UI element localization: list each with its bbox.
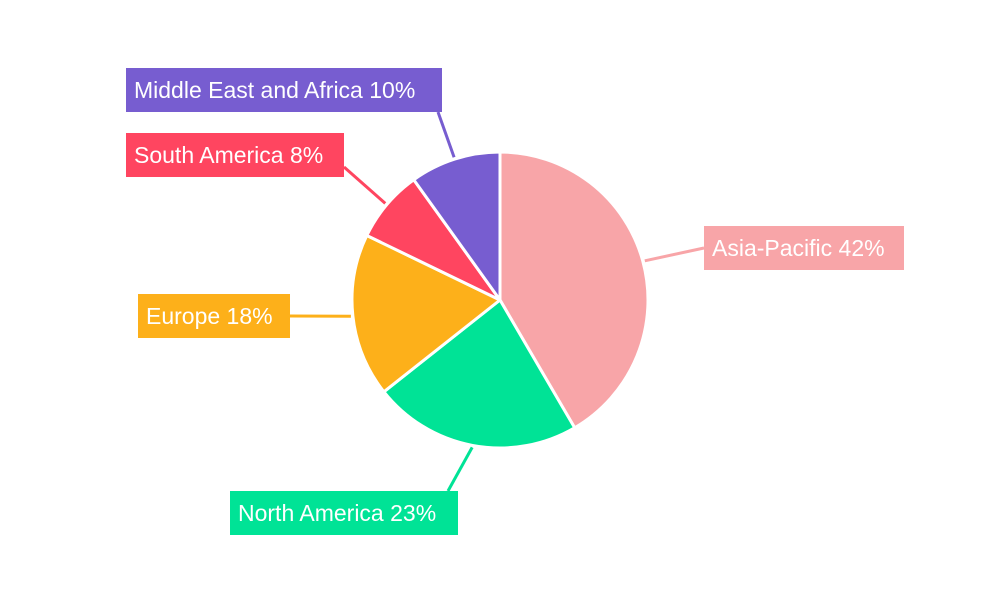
pie-slices xyxy=(350,150,650,450)
callout-box xyxy=(230,491,458,535)
callout-box xyxy=(138,294,290,338)
callout-line xyxy=(436,111,456,158)
slice-label: North America 23% xyxy=(238,500,436,526)
pie-callouts: Asia-Pacific 42% North America 23% Europe … xyxy=(126,68,904,535)
callout-line xyxy=(343,165,387,205)
callout-box xyxy=(704,226,904,270)
slice-label: Asia-Pacific 42% xyxy=(712,235,885,261)
callout-box xyxy=(126,68,442,112)
pie-slice-europe[interactable] xyxy=(350,233,502,394)
slice-label: Europe 18% xyxy=(146,303,273,329)
callout-line xyxy=(644,246,705,263)
slice-label: Middle East and Africa 10% xyxy=(134,77,415,103)
slice-label: South America 8% xyxy=(134,142,323,168)
pie-slice-north-america[interactable] xyxy=(382,298,577,450)
callout-line xyxy=(446,446,474,492)
pie-slice-middle-east-and-africa[interactable] xyxy=(412,150,502,302)
pie-slice-asia-pacific[interactable] xyxy=(498,150,650,430)
callout-box xyxy=(126,133,344,177)
